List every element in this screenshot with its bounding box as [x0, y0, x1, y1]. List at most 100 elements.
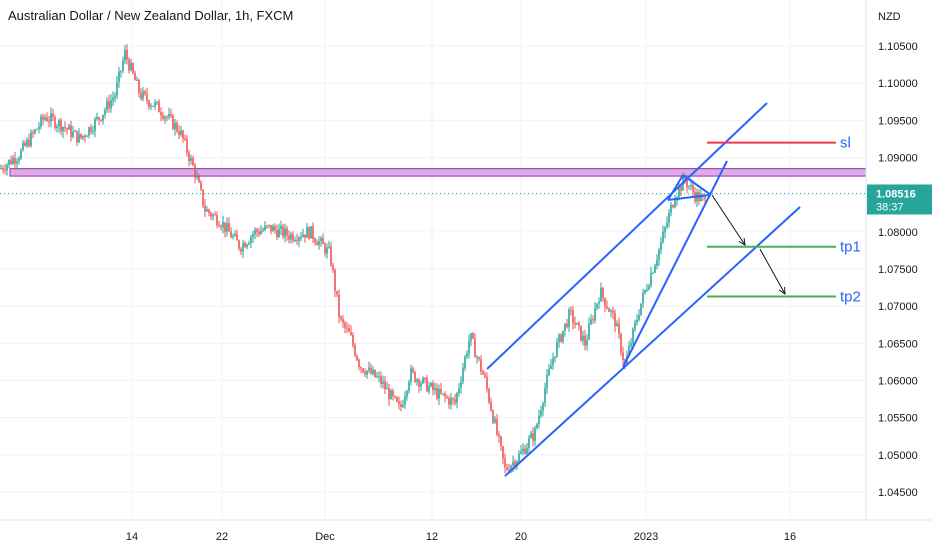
candle-body [406, 390, 408, 397]
candle-body [286, 228, 288, 236]
candle-body [252, 234, 254, 237]
price-tick-label: 1.06000 [878, 376, 918, 388]
candle-body [396, 397, 398, 402]
candle-body [486, 376, 488, 389]
candle-body [634, 322, 636, 329]
candle-body [118, 71, 120, 83]
candle-body [294, 240, 296, 242]
candle-body [16, 161, 18, 164]
candle-body [490, 401, 492, 411]
candle-body [304, 234, 306, 238]
candle-body [164, 116, 166, 119]
candle-body [484, 374, 486, 377]
candle-body [62, 127, 64, 132]
candle-body [616, 323, 618, 327]
candle-body [368, 367, 370, 371]
price-tick-label: 1.10500 [878, 41, 918, 53]
candle-body [328, 246, 330, 248]
candle-body [476, 357, 478, 359]
candle-body [356, 355, 358, 361]
candle-body [48, 121, 50, 123]
candle-body [2, 168, 4, 170]
candle-body [236, 234, 238, 241]
candle-body [214, 214, 216, 216]
candle-body [578, 322, 580, 326]
candle-body [134, 72, 136, 81]
candle-body [92, 130, 94, 132]
candle-body [530, 433, 532, 439]
candle-body [394, 396, 396, 398]
candle-body [56, 126, 58, 128]
candle-body [426, 377, 428, 392]
candle-body [216, 214, 218, 226]
candle-body [654, 265, 656, 273]
candle-body [346, 327, 348, 329]
candle-body [98, 117, 100, 120]
candle-body [632, 328, 634, 344]
candle-body [212, 214, 214, 217]
candle-body [300, 236, 302, 238]
candle-body [548, 368, 550, 375]
candle-body [598, 301, 600, 304]
candle-body [108, 100, 110, 109]
price-tick-label: 1.09500 [878, 115, 918, 127]
candle-body [224, 222, 226, 232]
candle-body [568, 309, 570, 328]
candle-body [232, 235, 234, 238]
candle-body [182, 130, 184, 139]
candle-body [336, 290, 338, 295]
candle-body [126, 50, 128, 60]
candle-body [316, 242, 318, 246]
candle-body [552, 358, 554, 366]
candle-body [478, 357, 480, 360]
candle-body [470, 333, 472, 341]
candle-body [184, 138, 186, 140]
candle-body [206, 209, 208, 212]
candle-body [550, 365, 552, 369]
candle-body [46, 117, 48, 122]
candle-body [338, 294, 340, 317]
candle-body [330, 246, 332, 266]
candle-body [342, 319, 344, 323]
candle-body [570, 309, 572, 311]
candle-body [430, 383, 432, 387]
candle-body [82, 135, 84, 138]
time-tick-label: 2023 [634, 531, 658, 543]
candle-body [658, 249, 660, 260]
candle-body [122, 60, 124, 71]
candle-body [372, 369, 374, 374]
candle-body [628, 346, 630, 356]
candle-body [226, 223, 228, 232]
candle-body [450, 398, 452, 405]
candle-body [22, 142, 24, 150]
candle-body [408, 381, 410, 391]
candle-body [424, 377, 426, 379]
candle-body [322, 238, 324, 245]
candle-body [620, 334, 622, 353]
candle-body [660, 242, 662, 250]
candle-body [392, 390, 394, 397]
candle-body [674, 200, 676, 208]
candle-body [524, 448, 526, 454]
candle-body [528, 438, 530, 448]
candle-body [700, 195, 702, 202]
candle-body [130, 63, 132, 71]
candle-body [464, 356, 466, 369]
candle-body [546, 374, 548, 389]
time-tick-label: 16 [784, 531, 796, 543]
candle-body [198, 176, 200, 183]
candle-body [268, 224, 270, 226]
candle-body [458, 387, 460, 393]
candle-body [480, 359, 482, 372]
candle-body [14, 158, 16, 164]
candle-body [636, 319, 638, 323]
candle-body [460, 381, 462, 388]
candle-body [146, 93, 148, 101]
price-tick-label: 1.10000 [878, 78, 918, 90]
time-tick-label: 22 [216, 531, 228, 543]
candle-body [544, 388, 546, 404]
candle-body [648, 285, 650, 290]
candle-body [526, 447, 528, 454]
